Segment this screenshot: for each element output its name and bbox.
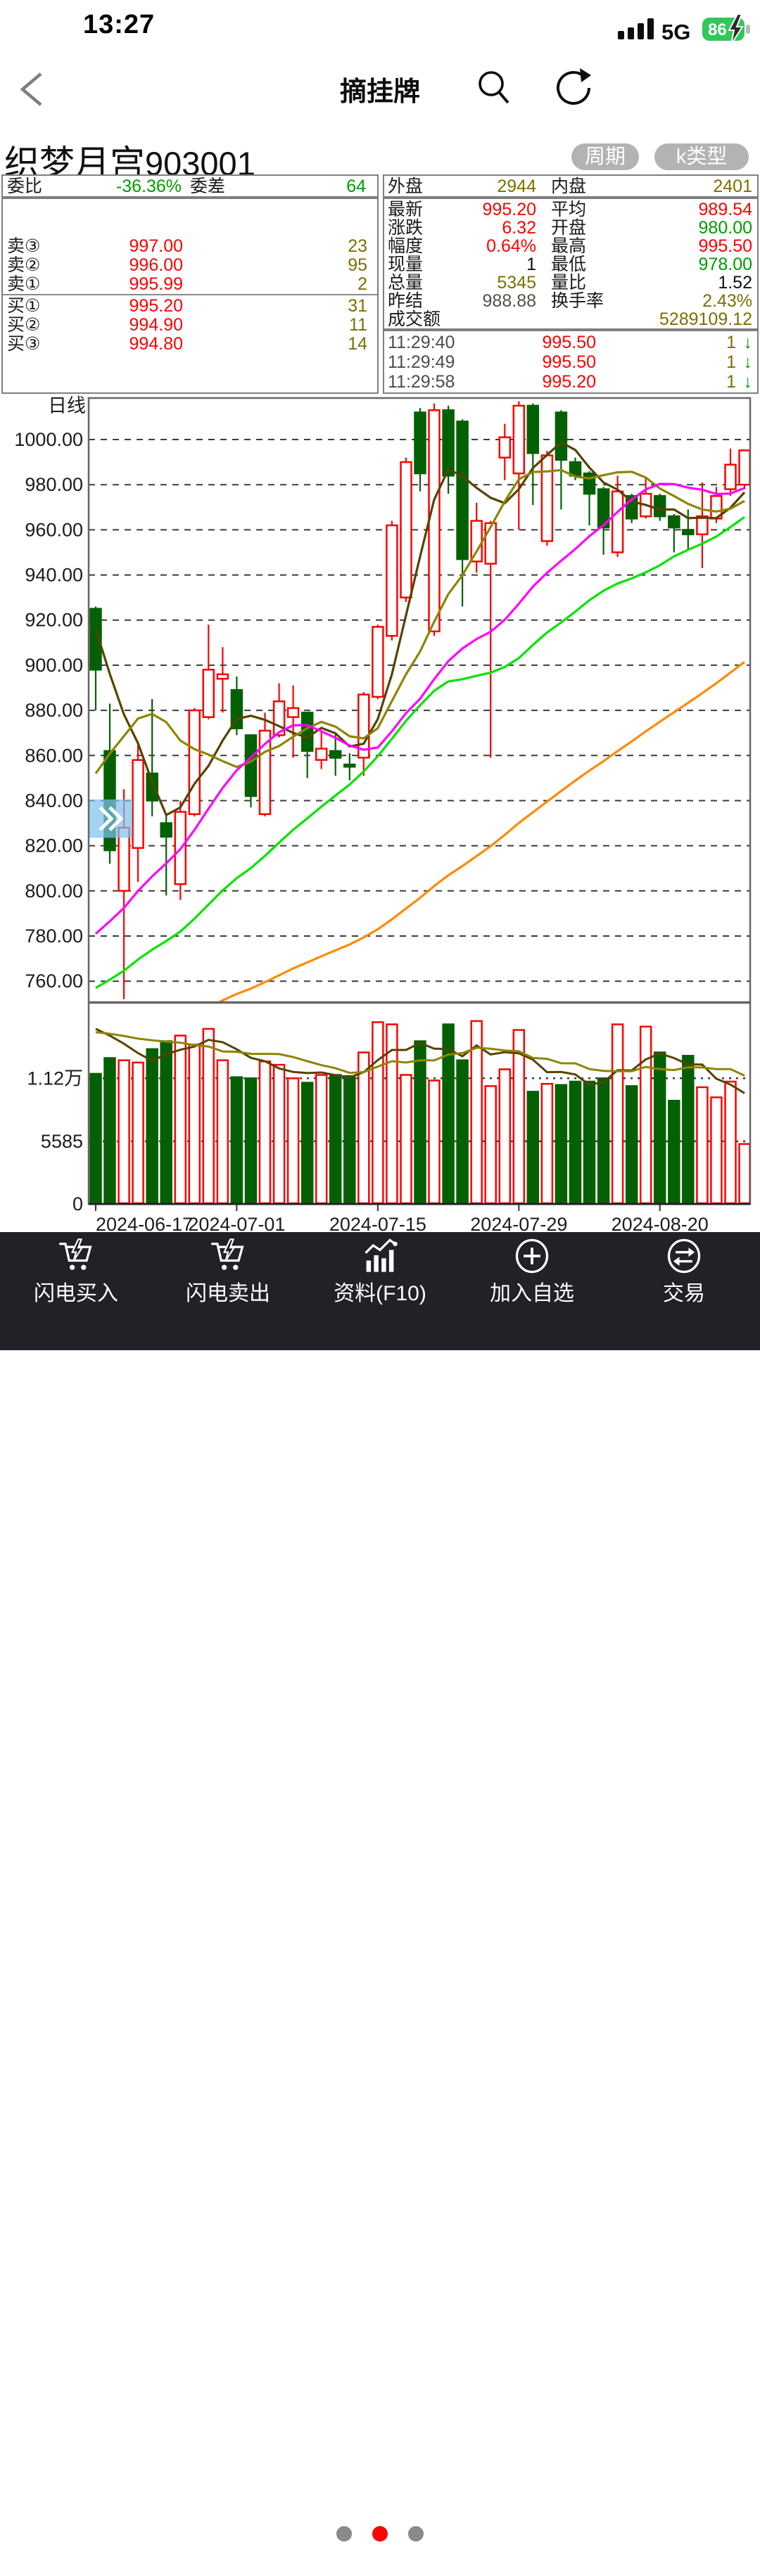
quote-row: 幅度 0.64% 最高 995.50 bbox=[388, 236, 752, 256]
add-watchlist-button[interactable]: 加入自选 bbox=[456, 1238, 608, 1307]
circle-swap-icon bbox=[667, 1238, 701, 1274]
tick-direction-icon: ↓ bbox=[743, 333, 753, 352]
svg-text:980.00: 980.00 bbox=[25, 474, 83, 495]
svg-text:760.00: 760.00 bbox=[25, 970, 83, 992]
weicha-value: 64 bbox=[346, 177, 366, 196]
flash-buy-button[interactable]: 闪电买入 bbox=[0, 1238, 152, 1307]
refresh-icon[interactable] bbox=[555, 67, 595, 109]
page-dot[interactable] bbox=[336, 2526, 352, 2542]
quote-row: 昨结 988.88 换手率 2.43% bbox=[388, 291, 752, 311]
svg-text:900.00: 900.00 bbox=[25, 655, 83, 676]
status-bar: 13:27 5G 86 bbox=[0, 0, 760, 49]
bid-row-2[interactable]: 买② 994.90 11 bbox=[7, 315, 367, 335]
quote-row: 涨跌 6.32 开盘 980.00 bbox=[388, 218, 752, 238]
period-button[interactable]: 周期 bbox=[571, 143, 639, 170]
page-title: 摘挂牌 bbox=[339, 77, 420, 107]
turnover-label: 成交额 bbox=[388, 309, 441, 329]
more-history-overlay bbox=[89, 799, 132, 838]
clock: 13:27 bbox=[83, 10, 156, 39]
bottom-toolbar: 闪电买入 闪电卖出 资料(F10) 加入自选 bbox=[0, 1232, 760, 2576]
depth-box: 卖③ 997.00 23 卖② 996.00 95 卖① 995.99 2 买①… bbox=[1, 198, 379, 394]
weibi-value: -36.36% bbox=[115, 177, 182, 196]
nav-bar: 摘挂牌 bbox=[0, 60, 760, 116]
svg-text:2024-07-15: 2024-07-15 bbox=[329, 1214, 426, 1234]
trade-button[interactable]: 交易 bbox=[608, 1238, 760, 1307]
status-icons: 5G 86 bbox=[618, 13, 750, 45]
quote-row: 总量 5345 量比 1.52 bbox=[388, 273, 752, 293]
quote-row: 最新 995.20 平均 989.54 bbox=[388, 200, 752, 219]
bid-row-1[interactable]: 买① 995.20 31 bbox=[7, 296, 367, 316]
svg-text:920.00: 920.00 bbox=[25, 610, 83, 631]
turnover-row: 成交额 5289109.12 bbox=[384, 310, 757, 329]
svg-text:780.00: 780.00 bbox=[25, 925, 83, 947]
svg-text:940.00: 940.00 bbox=[25, 565, 83, 586]
waipan-label: 外盘 bbox=[388, 177, 424, 196]
svg-text:1.12万: 1.12万 bbox=[27, 1068, 83, 1089]
svg-text:2024-07-01: 2024-07-01 bbox=[188, 1214, 285, 1234]
tick-row: 11:29:40 995.50 1 ↓ bbox=[388, 333, 753, 352]
neipan-value: 2401 bbox=[713, 177, 752, 196]
kline-chart[interactable]: 1000.00 980.00 960.00 940.00 920.00 900.00 880… bbox=[0, 0, 760, 1234]
svg-text:1000.00: 1000.00 bbox=[14, 429, 83, 450]
neipan-label: 内盘 bbox=[551, 177, 587, 196]
charging-bolt-icon bbox=[728, 13, 744, 45]
home-indicator[interactable] bbox=[245, 2565, 515, 2576]
weibi-box: 委比 -36.36% 委差 64 bbox=[1, 174, 379, 198]
signal-icon bbox=[618, 18, 654, 39]
svg-text:2024-06-17: 2024-06-17 bbox=[96, 1214, 193, 1234]
turnover-value: 5289109.12 bbox=[659, 309, 752, 329]
page-dot[interactable] bbox=[408, 2526, 424, 2542]
waipan-box: 外盘 2944 内盘 2401 bbox=[383, 174, 759, 198]
tick-row: 11:29:58 995.20 1 ↓ bbox=[388, 372, 753, 392]
svg-text:86: 86 bbox=[708, 20, 727, 39]
tick-row: 11:29:49 995.50 1 ↓ bbox=[388, 352, 753, 372]
back-icon[interactable] bbox=[17, 71, 48, 108]
svg-text:860.00: 860.00 bbox=[25, 745, 83, 766]
quote-box: 最新 995.20 平均 989.54 涨跌 6.32 开盘 980.00 幅度 0.64… bbox=[383, 198, 759, 330]
ask-row-1[interactable]: 卖① 995.99 2 bbox=[7, 274, 367, 294]
svg-text:5585: 5585 bbox=[41, 1131, 83, 1152]
svg-text:2024-08-20: 2024-08-20 bbox=[612, 1214, 709, 1234]
period-type-label: 日线 bbox=[48, 395, 86, 416]
circle-plus-icon bbox=[515, 1238, 549, 1274]
svg-text:960.00: 960.00 bbox=[25, 519, 83, 540]
tick-direction-icon: ↓ bbox=[743, 372, 753, 392]
svg-text:2024-07-29: 2024-07-29 bbox=[470, 1214, 567, 1234]
tick-direction-icon: ↓ bbox=[743, 352, 753, 372]
waipan-value: 2944 bbox=[497, 177, 536, 196]
page-dot-active[interactable] bbox=[372, 2526, 388, 2542]
ask-bid-divider bbox=[3, 294, 377, 295]
svg-text:0: 0 bbox=[72, 1193, 83, 1215]
svg-text:800.00: 800.00 bbox=[25, 880, 83, 902]
bar-chart-icon bbox=[365, 1238, 398, 1272]
search-icon[interactable] bbox=[473, 67, 514, 109]
svg-text:880.00: 880.00 bbox=[25, 700, 83, 721]
ask-row-2[interactable]: 卖② 996.00 95 bbox=[7, 255, 367, 275]
cart-lightning-icon bbox=[211, 1238, 244, 1270]
flash-sell-button[interactable]: 闪电卖出 bbox=[152, 1238, 304, 1307]
weibi-label: 委比 bbox=[7, 177, 43, 196]
ask-row-3[interactable]: 卖③ 997.00 23 bbox=[7, 236, 367, 256]
quote-row: 现量 1 最低 978.00 bbox=[388, 255, 752, 274]
network-label: 5G bbox=[661, 20, 690, 44]
f10-info-button[interactable]: 资料(F10) bbox=[304, 1238, 456, 1307]
ktype-button[interactable]: k类型 bbox=[654, 143, 749, 170]
battery-icon: 86 bbox=[702, 13, 750, 45]
svg-text:820.00: 820.00 bbox=[25, 835, 83, 857]
weicha-label: 委差 bbox=[190, 177, 226, 196]
svg-text:840.00: 840.00 bbox=[25, 790, 83, 812]
tick-list-box[interactable]: 11:29:40 995.50 1 ↓ 11:29:49 995.50 1 ↓ … bbox=[383, 330, 759, 394]
cart-lightning-icon bbox=[59, 1238, 92, 1270]
bid-row-3[interactable]: 买③ 994.80 14 bbox=[7, 334, 367, 354]
